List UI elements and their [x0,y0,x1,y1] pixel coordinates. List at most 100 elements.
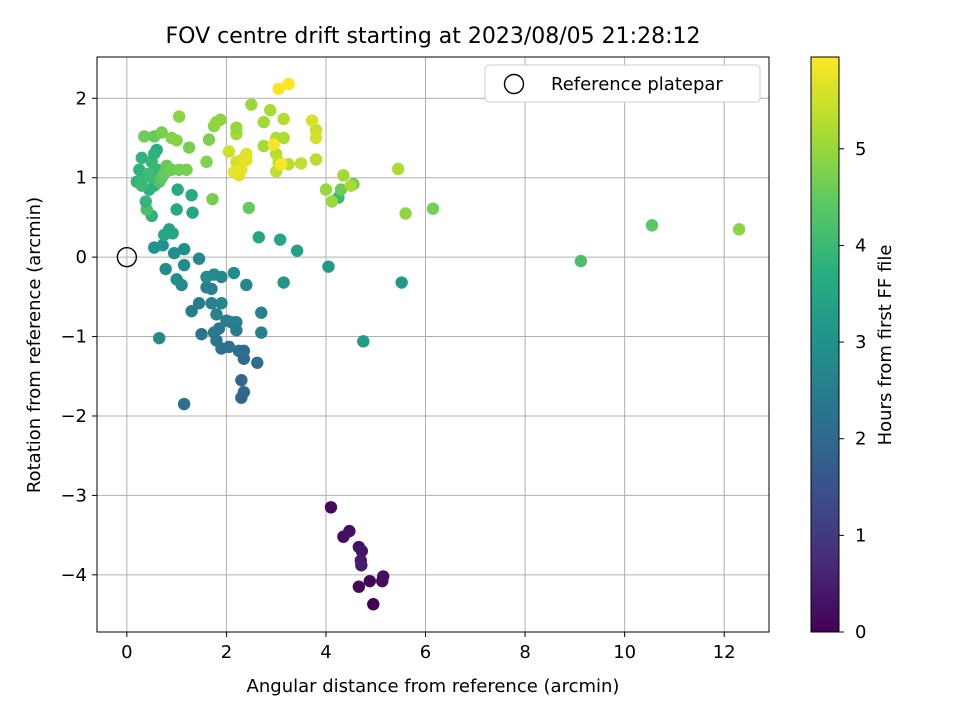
x-tick-label: 4 [320,642,331,663]
data-point [210,308,223,321]
data-point [645,219,659,232]
data-point [343,524,356,538]
data-point [257,139,270,153]
data-point [171,183,184,196]
data-point [255,306,268,319]
data-point [242,201,256,215]
colorbar: 0 1 2 3 4 5 Hours from first FF file [810,56,896,643]
colorbar-label: Hours from first FF file [875,245,896,446]
data-point [230,121,243,134]
data-point [305,114,319,127]
data-point [344,179,358,192]
data-point [426,202,440,215]
chart-title: FOV centre drift starting at 2023/08/05 … [166,24,701,49]
colorbar-gradient [810,56,840,633]
y-tick-label: 1 [76,168,87,189]
data-point [139,195,152,208]
data-point [574,254,588,268]
data-point [232,344,246,358]
data-point [240,154,253,167]
data-point [155,126,168,139]
data-point [334,183,348,196]
data-point [180,163,193,176]
data-point [267,138,280,151]
data-point [251,356,264,369]
data-point [138,130,151,143]
data-point [235,374,248,387]
colorbar-ticks: 0 1 2 3 4 5 [839,139,866,643]
data-point [200,155,213,169]
data-point [195,327,208,341]
y-tick-label: −4 [60,565,87,586]
data-point [206,192,219,206]
data-point [294,157,308,170]
data-point [186,206,199,219]
data-point [159,262,172,276]
data-point [355,544,369,558]
data-point [222,145,236,158]
x-tick-label: 8 [519,642,530,663]
data-point [355,559,368,572]
reference-platepar-marker [116,246,138,268]
data-points [130,77,746,611]
legend-box [484,64,761,103]
y-tick-label: −1 [60,327,87,348]
data-point [133,163,146,176]
data-point [282,77,295,91]
x-tick-label: 0 [121,642,132,663]
plot-frame [96,56,770,633]
data-point [177,258,191,272]
data-point [377,570,390,583]
legend-label: Reference platepar [551,74,723,95]
reference-marker-layer [116,246,138,268]
data-point [227,165,241,179]
data-point [205,282,218,296]
data-point [277,112,290,126]
colorbar-tick-label: 2 [855,429,866,450]
data-point [319,183,333,196]
data-point [177,242,191,256]
data-point [357,335,370,348]
data-point [182,141,196,154]
data-point [212,322,226,335]
data-point [255,326,268,339]
y-tick-label: −3 [60,485,87,506]
data-point [391,162,405,176]
data-point [192,297,206,310]
colorbar-tick-label: 0 [855,622,866,643]
y-tick-label: 2 [76,88,87,109]
legend-reference-marker [503,73,525,95]
data-point [245,98,258,111]
data-point [170,134,183,147]
data-point [143,167,156,180]
data-point [274,158,288,171]
data-point [156,239,169,252]
data-point [399,207,412,220]
y-tick-label: 0 [76,247,87,268]
data-point [185,304,198,318]
colorbar-tick-label: 5 [855,139,866,160]
data-point [227,266,241,280]
data-point [205,297,218,310]
data-point [170,273,183,286]
data-point [230,324,243,337]
x-tick-label: 12 [713,642,736,663]
data-point [135,151,148,165]
legend: Reference platepar [484,64,761,103]
data-point [395,276,408,289]
colorbar-tick-label: 1 [855,525,866,546]
data-point [324,501,338,514]
data-point [732,223,746,236]
data-point [200,270,213,284]
data-point [352,580,366,593]
data-point [309,153,323,166]
data-point [202,133,216,146]
data-point [290,244,304,257]
data-point [325,195,339,208]
data-point [309,131,323,145]
data-point [252,231,265,244]
data-point [277,276,290,289]
data-point [273,233,287,246]
